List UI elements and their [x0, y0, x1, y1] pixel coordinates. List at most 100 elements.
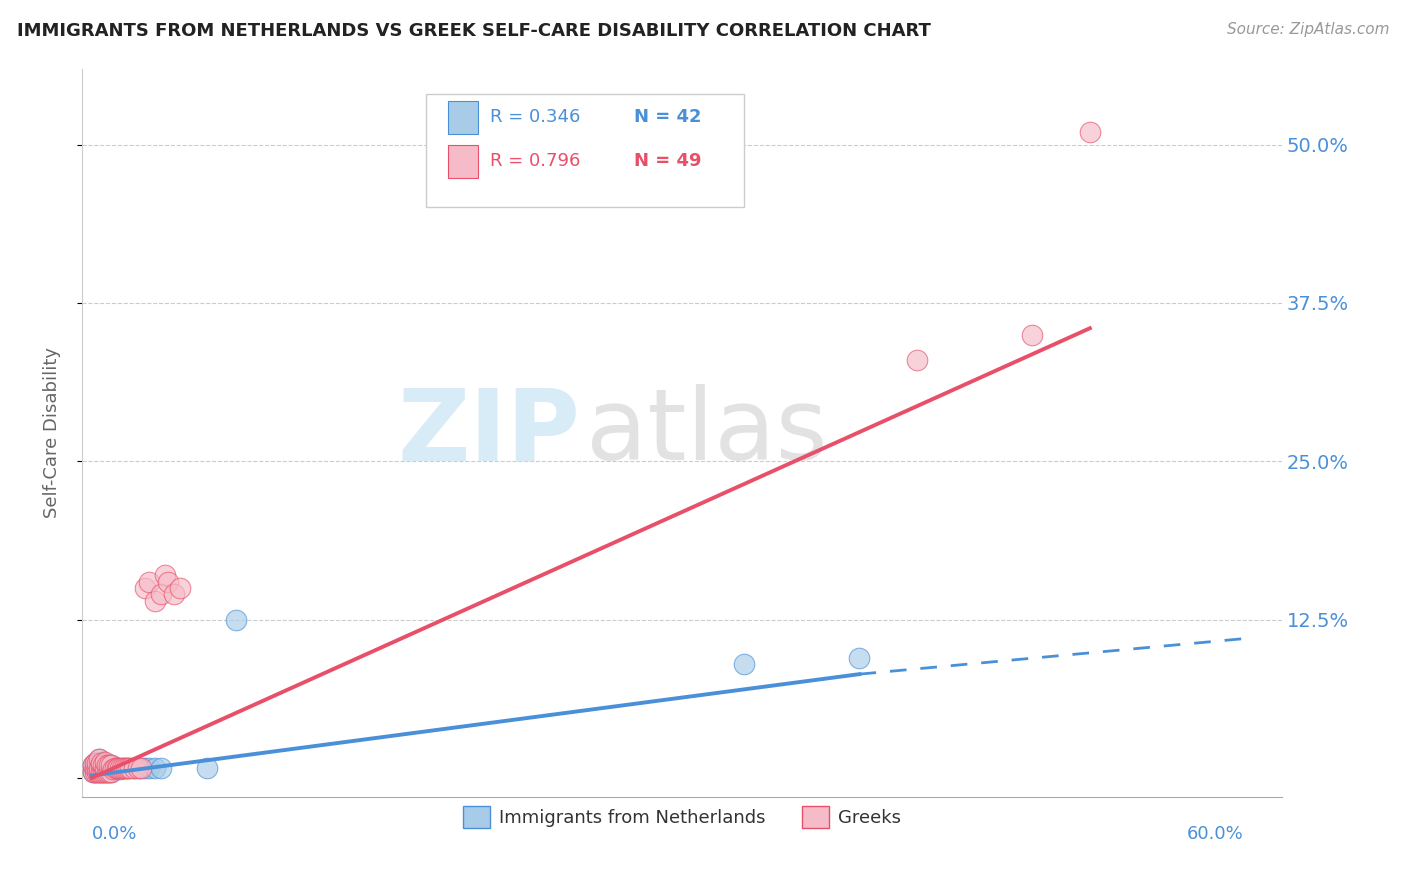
Point	[107, 761, 129, 775]
Point	[100, 764, 122, 779]
Point	[104, 761, 127, 775]
Point	[94, 761, 117, 775]
Point	[149, 761, 172, 775]
Point	[86, 756, 108, 770]
Point	[84, 756, 107, 770]
Point	[149, 587, 172, 601]
Point	[169, 581, 191, 595]
Point	[905, 353, 928, 368]
Point	[153, 568, 176, 582]
Point	[122, 761, 145, 775]
Point	[90, 756, 112, 770]
Point	[97, 758, 120, 772]
Point	[1021, 327, 1043, 342]
Point	[94, 764, 117, 779]
Point	[118, 761, 141, 775]
Point	[97, 764, 120, 779]
Point	[107, 761, 129, 775]
Point	[90, 761, 112, 775]
Point	[89, 764, 111, 779]
Point	[97, 758, 120, 772]
Point	[89, 752, 111, 766]
Text: R = 0.346: R = 0.346	[489, 108, 581, 127]
Point	[91, 764, 114, 779]
Point	[138, 761, 160, 775]
Text: IMMIGRANTS FROM NETHERLANDS VS GREEK SELF-CARE DISABILITY CORRELATION CHART: IMMIGRANTS FROM NETHERLANDS VS GREEK SEL…	[17, 22, 931, 40]
Point	[96, 758, 118, 772]
Text: Source: ZipAtlas.com: Source: ZipAtlas.com	[1226, 22, 1389, 37]
Point	[101, 762, 124, 776]
Point	[86, 761, 108, 775]
Point	[163, 587, 186, 601]
Point	[157, 574, 180, 589]
Point	[96, 764, 118, 779]
Point	[1078, 125, 1101, 139]
Bar	[449, 145, 478, 178]
Point	[89, 764, 111, 779]
Point	[91, 755, 114, 769]
Point	[100, 758, 122, 772]
Point	[84, 761, 107, 775]
Point	[138, 574, 160, 589]
Text: N = 42: N = 42	[634, 108, 702, 127]
Point	[127, 761, 149, 775]
Point	[134, 581, 156, 595]
Point	[96, 764, 118, 779]
Text: 0.0%: 0.0%	[91, 825, 136, 843]
Bar	[449, 102, 478, 134]
Point	[112, 761, 135, 775]
Point	[82, 758, 104, 772]
Text: atlas: atlas	[586, 384, 828, 482]
Point	[94, 755, 117, 769]
Point	[84, 761, 107, 775]
Point	[110, 761, 132, 775]
FancyBboxPatch shape	[426, 94, 744, 207]
Point	[97, 764, 120, 779]
Point	[117, 761, 139, 775]
Point	[110, 762, 132, 776]
Point	[105, 761, 128, 775]
Point	[94, 764, 117, 779]
Point	[143, 761, 166, 775]
Point	[89, 761, 111, 775]
Text: N = 49: N = 49	[634, 152, 702, 170]
Y-axis label: Self-Care Disability: Self-Care Disability	[44, 347, 60, 518]
Point	[134, 761, 156, 775]
Point	[86, 764, 108, 779]
Point	[86, 764, 108, 779]
Point	[848, 650, 870, 665]
Point	[84, 756, 107, 770]
Point	[128, 761, 150, 775]
Point	[105, 761, 128, 775]
Point	[96, 758, 118, 772]
Point	[112, 761, 135, 775]
Point	[89, 761, 111, 775]
Point	[100, 758, 122, 772]
Point	[122, 761, 145, 775]
Point	[143, 593, 166, 607]
Point	[90, 764, 112, 779]
Point	[90, 764, 112, 779]
Point	[91, 758, 114, 772]
Text: ZIP: ZIP	[396, 384, 579, 482]
Point	[90, 758, 112, 772]
Point	[84, 764, 107, 779]
Text: 60.0%: 60.0%	[1187, 825, 1243, 843]
Point	[89, 752, 111, 766]
Point	[100, 764, 122, 779]
Point	[90, 756, 112, 770]
Point	[195, 761, 218, 775]
Point	[82, 764, 104, 779]
Point	[104, 761, 127, 775]
Text: R = 0.796: R = 0.796	[489, 152, 581, 170]
Point	[94, 758, 117, 772]
Point	[733, 657, 755, 671]
Point	[101, 762, 124, 776]
Point	[225, 613, 247, 627]
Point	[117, 761, 139, 775]
Point	[111, 761, 134, 775]
Legend: Immigrants from Netherlands, Greeks: Immigrants from Netherlands, Greeks	[456, 799, 908, 836]
Point	[115, 761, 138, 775]
Point	[131, 761, 153, 775]
Point	[86, 756, 108, 770]
